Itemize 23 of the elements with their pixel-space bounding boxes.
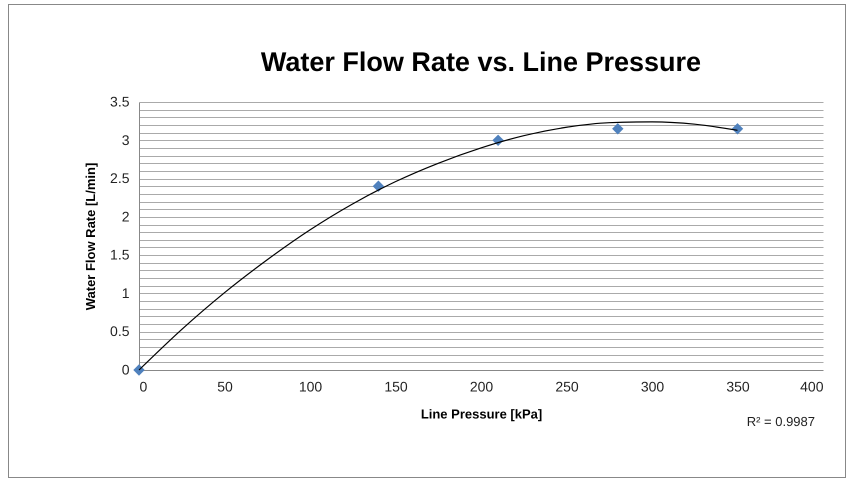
point bbox=[133, 364, 145, 376]
y-tick-label: 3.5 bbox=[110, 94, 130, 110]
y-axis-title: Water Flow Rate [L/min] bbox=[83, 162, 98, 310]
x-tick-label: 350 bbox=[726, 378, 750, 394]
text: R² = 0.9987 bbox=[746, 414, 815, 429]
x-tick-label: 400 bbox=[800, 378, 824, 394]
chart-title: Water Flow Rate vs. Line Pressure bbox=[260, 47, 702, 77]
y-tick-label: 0.5 bbox=[110, 323, 130, 340]
y-tick-label: 1.5 bbox=[110, 246, 130, 263]
x-tick-label: 300 bbox=[640, 378, 664, 394]
x-tick-label: 0 bbox=[140, 378, 148, 394]
y-tick-label: 2.5 bbox=[110, 170, 130, 186]
y-tick-label: 0 bbox=[122, 362, 130, 378]
point bbox=[612, 123, 624, 134]
y-tick-label: 1 bbox=[122, 284, 130, 301]
y-tick-label: 2 bbox=[122, 208, 130, 224]
x-tick-label: 250 bbox=[555, 378, 579, 394]
x-axis-title: Line Pressure [kPa] bbox=[420, 406, 542, 422]
x-tick-label: 50 bbox=[217, 378, 233, 394]
y-tick-label: 3 bbox=[122, 132, 130, 148]
x-tick-label: 200 bbox=[470, 378, 494, 394]
x-tick-label: 100 bbox=[298, 378, 322, 394]
x-tick-label: 150 bbox=[384, 378, 408, 394]
